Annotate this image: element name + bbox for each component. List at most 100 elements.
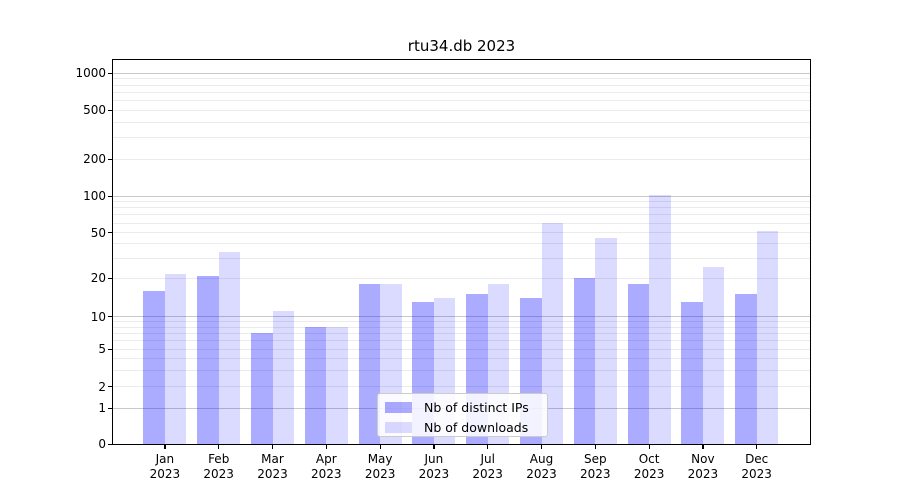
x-tick-mark xyxy=(218,445,220,449)
minor-gridline xyxy=(113,109,810,111)
x-tick-label: Nov 2023 xyxy=(675,452,731,482)
y-tick-mark xyxy=(108,316,112,318)
legend-label-distinct-ips: Nb of distinct IPs xyxy=(424,399,529,415)
x-tick-month: Apr xyxy=(315,452,337,466)
x-tick-month: Dec xyxy=(745,452,769,466)
x-tick-label: Oct 2023 xyxy=(621,452,677,482)
y-tick-mark xyxy=(108,348,112,350)
legend-label-downloads: Nb of downloads xyxy=(424,419,529,435)
x-tick-mark xyxy=(541,445,543,449)
x-tick-year: 2023 xyxy=(687,467,719,481)
y-tick-label: 5 xyxy=(98,342,106,357)
x-tick-mark xyxy=(272,445,274,449)
y-tick-label: 2 xyxy=(98,379,106,394)
bar-distinct-ips-mar xyxy=(251,333,273,444)
major-gridline xyxy=(113,195,810,197)
y-tick-label: 10 xyxy=(90,309,106,324)
minor-gridline xyxy=(113,326,810,328)
minor-gridline xyxy=(113,158,810,160)
chart-title: rtu34.db 2023 xyxy=(407,37,516,55)
minor-gridline xyxy=(113,369,810,371)
bar-downloads-sep xyxy=(595,237,617,444)
plot-area: 0 1 2 5 10 20 50 100 200 500 1000 Jan 2023 Feb 2023 Mar… xyxy=(75,59,811,481)
x-tick-mark xyxy=(648,445,650,449)
y-tick-mark xyxy=(108,109,112,111)
minor-gridline xyxy=(113,91,810,93)
x-tick-label: Jul 2023 xyxy=(460,452,516,482)
y-tick-label: 100 xyxy=(83,189,106,203)
y-tick-mark xyxy=(108,158,112,160)
x-tick-month: Sep xyxy=(583,452,607,466)
x-tick-month: Jan xyxy=(155,452,175,466)
minor-gridline xyxy=(113,277,810,279)
major-gridline xyxy=(113,72,810,74)
x-tick-year: 2023 xyxy=(257,467,288,481)
legend-swatch-distinct-ips xyxy=(385,401,412,413)
x-tick-label: Apr 2023 xyxy=(298,452,354,482)
y-tick-mark xyxy=(108,72,112,74)
x-tick-year: 2023 xyxy=(526,467,557,481)
x-tick-year: 2023 xyxy=(311,467,342,481)
x-tick-mark xyxy=(702,445,704,449)
minor-gridline xyxy=(113,321,810,323)
y-tick-mark xyxy=(108,386,112,388)
x-tick-year: 2023 xyxy=(472,467,503,481)
x-tick-label: Mar 2023 xyxy=(245,452,301,482)
bar-distinct-ips-apr xyxy=(304,327,327,444)
y-tick-mark xyxy=(108,195,112,197)
x-tick-year: 2023 xyxy=(364,467,396,481)
x-tick-label: Aug 2023 xyxy=(514,452,570,482)
minor-gridline xyxy=(113,386,810,388)
x-tick-mark xyxy=(594,445,596,449)
x-tick-month: May xyxy=(367,452,393,466)
y-tick-label: 20 xyxy=(90,271,106,286)
minor-gridline xyxy=(113,340,810,342)
minor-gridline xyxy=(113,222,810,224)
y-tick-label: 200 xyxy=(83,152,106,167)
bar-distinct-ips-jan xyxy=(143,290,165,444)
x-tick-label: Feb 2023 xyxy=(191,452,247,482)
minor-gridline xyxy=(113,99,810,101)
minor-gridline xyxy=(113,201,810,203)
x-tick-month: Aug xyxy=(529,452,554,466)
major-gridline xyxy=(113,316,810,318)
minor-gridline xyxy=(113,332,810,334)
x-tick-year: 2023 xyxy=(149,467,181,481)
minor-gridline xyxy=(113,84,810,86)
x-tick-year: 2023 xyxy=(580,467,611,481)
minor-gridline xyxy=(113,136,810,138)
minor-gridline xyxy=(113,214,810,216)
x-tick-month: Jul xyxy=(480,452,495,466)
x-tick-mark xyxy=(487,445,489,449)
x-tick-month: Oct xyxy=(638,452,660,466)
x-tick-label: Sep 2023 xyxy=(567,452,623,482)
bar-downloads-apr xyxy=(326,327,348,444)
minor-gridline xyxy=(113,243,810,245)
bar-downloads-jan xyxy=(164,273,187,444)
x-tick-mark xyxy=(164,445,166,449)
y-tick-label: 1 xyxy=(98,401,106,416)
minor-gridline xyxy=(113,348,810,350)
minor-gridline xyxy=(113,121,810,123)
x-tick-month: Nov xyxy=(691,452,715,466)
x-tick-mark xyxy=(325,445,327,449)
legend-swatch-downloads xyxy=(385,421,412,433)
y-tick-mark xyxy=(108,443,112,445)
bar-downloads-oct xyxy=(649,194,671,444)
x-tick-mark xyxy=(433,445,435,449)
x-tick-label: May 2023 xyxy=(352,452,408,482)
y-tick-mark xyxy=(108,277,112,279)
y-tick-label: 1000 xyxy=(75,66,106,81)
minor-gridline xyxy=(113,232,810,234)
bar-downloads-mar xyxy=(272,311,294,444)
bar-distinct-ips-dec xyxy=(735,294,757,444)
bar-distinct-ips-feb xyxy=(197,275,219,444)
x-tick-year: 2023 xyxy=(741,467,772,481)
minor-gridline xyxy=(113,207,810,209)
x-tick-month: Feb xyxy=(208,452,230,466)
bar-distinct-ips-may xyxy=(358,284,381,444)
x-tick-label: Jan 2023 xyxy=(137,452,193,482)
y-tick-mark xyxy=(108,232,112,234)
legend: Nb of distinct IPs Nb of downloads xyxy=(377,393,548,437)
